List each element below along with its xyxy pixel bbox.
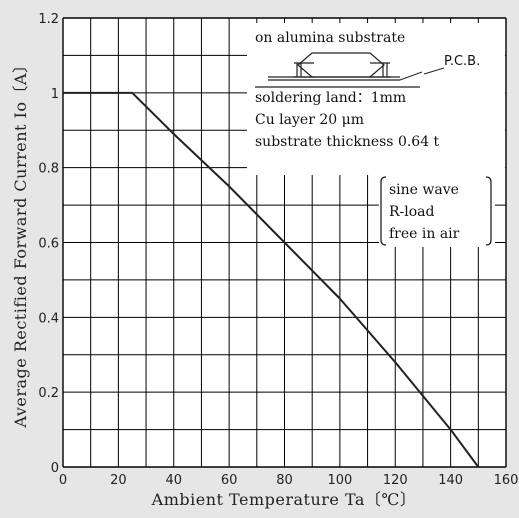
- x-tick-label: 20: [110, 473, 127, 488]
- x-tick-label: 60: [221, 473, 238, 488]
- conditions-box-background: [247, 23, 505, 175]
- right-brace-icon: [485, 176, 492, 246]
- note-line-2: R-load: [389, 204, 435, 220]
- pcb-pointer: [423, 67, 445, 75]
- x-tick-label: 40: [165, 473, 182, 488]
- x-tick-label: 140: [438, 473, 463, 488]
- x-tick-label: 120: [383, 473, 408, 488]
- notes-box-background: [379, 175, 495, 247]
- pcb-label: P.C.B.: [444, 54, 480, 69]
- notes-box: sine wave R-load free in air: [379, 175, 495, 247]
- x-tick-label: 160: [494, 473, 519, 488]
- y-tick-label: 0.8: [38, 162, 59, 177]
- y-tick-label: 0.4: [38, 311, 59, 326]
- y-tick-label: 1: [51, 87, 59, 102]
- x-tick-labels: 0 20 40 60 80 100 120 140 160: [59, 473, 519, 488]
- condition-line-3: Cu layer 20 μm: [255, 112, 364, 128]
- substrate-diagram-icon: [255, 52, 423, 88]
- y-tick-labels: 0 0.2 0.4 0.6 0.8 1 1.2: [38, 12, 59, 476]
- series-layer: [63, 91, 480, 468]
- derating-curve: [63, 91, 480, 468]
- y-tick-label: 0: [51, 461, 59, 476]
- conditions-box: on alumina substrate P.C.B. soldering la…: [247, 23, 505, 175]
- y-axis-title: Average Rectified Forward Current Io〔A〕: [11, 56, 30, 428]
- note-line-1: sine wave: [389, 182, 459, 198]
- x-tick-label: 80: [276, 473, 293, 488]
- y-tick-label: 0.2: [38, 386, 59, 401]
- note-line-3: free in air: [389, 226, 460, 242]
- y-tick-label: 1.2: [38, 12, 59, 27]
- y-tick-label: 0.6: [38, 237, 59, 252]
- left-brace-icon: [380, 176, 387, 246]
- condition-line-2: soldering land：1mm: [255, 90, 406, 106]
- x-tick-label: 100: [327, 473, 352, 488]
- x-tick-label: 0: [59, 473, 67, 488]
- condition-line-4: substrate thickness 0.64 t: [255, 134, 440, 150]
- x-axis-title: Ambient Temperature Ta〔℃〕: [151, 490, 417, 509]
- condition-line-1: on alumina substrate: [255, 30, 405, 46]
